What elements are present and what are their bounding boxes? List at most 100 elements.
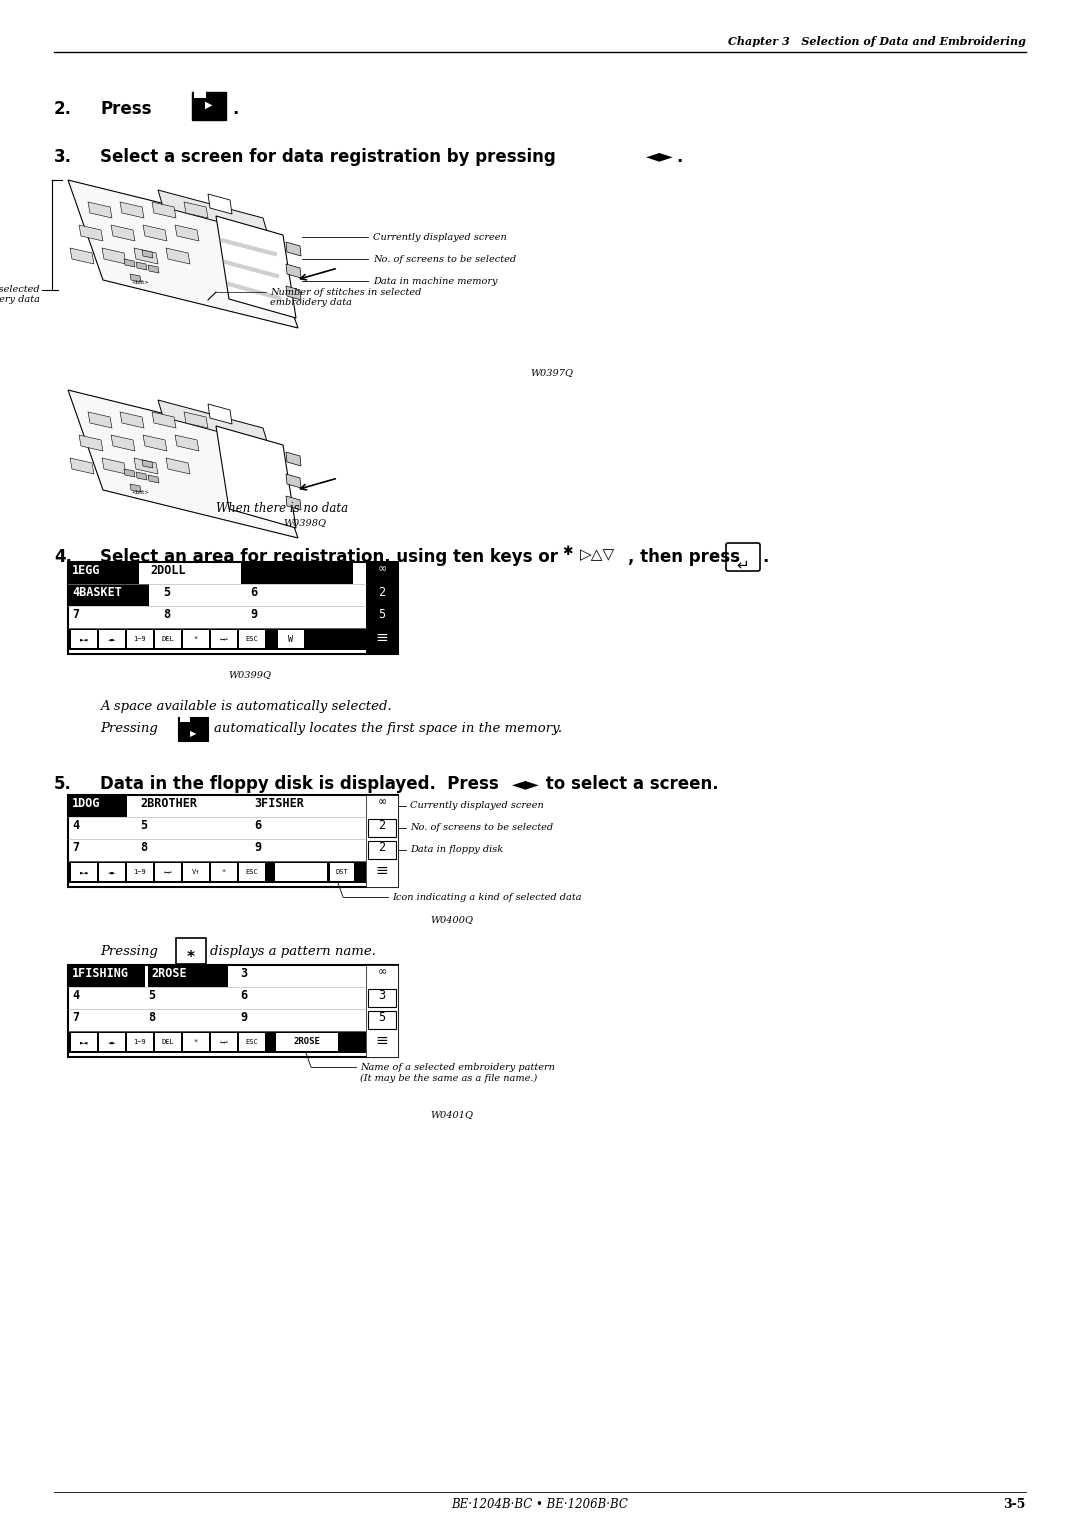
Text: 8: 8 [148, 1012, 156, 1024]
Bar [239, 863, 265, 882]
Text: W23647: W23647 [287, 868, 315, 877]
Text: A space available is automatically selected.: A space available is automatically selec… [100, 700, 392, 714]
Text: 4: 4 [72, 989, 79, 1002]
Text: No. of screens to be selected: No. of screens to be selected [410, 824, 553, 833]
Text: Press: Press [430, 775, 499, 793]
Polygon shape [175, 435, 199, 451]
Text: 4BASKET: 4BASKET [72, 587, 122, 599]
Text: 3-5: 3-5 [1003, 1497, 1026, 1511]
Text: DST: DST [336, 869, 349, 876]
Bar [69, 584, 149, 607]
Bar [211, 863, 237, 882]
Text: ≡: ≡ [376, 630, 389, 645]
Text: to select a screen.: to select a screen. [540, 775, 718, 793]
Text: displays a pattern name.: displays a pattern name. [210, 944, 376, 958]
Text: ∞: ∞ [377, 564, 387, 575]
Polygon shape [87, 202, 112, 219]
Bar [241, 562, 353, 584]
Text: W0399Q: W0399Q [228, 669, 271, 678]
Text: 5: 5 [148, 989, 156, 1002]
Polygon shape [143, 225, 167, 241]
Polygon shape [120, 202, 144, 219]
Text: ←↵: ←↵ [219, 1039, 228, 1045]
Polygon shape [286, 497, 301, 510]
Text: 2ROSE: 2ROSE [294, 1038, 321, 1047]
Text: 8: 8 [140, 840, 147, 854]
Text: 7: 7 [72, 608, 79, 620]
Polygon shape [136, 261, 147, 270]
Bar [99, 1033, 125, 1051]
Bar [276, 1033, 338, 1051]
Bar [156, 1033, 181, 1051]
Bar [239, 1033, 265, 1051]
Bar [330, 863, 354, 882]
Text: 6: 6 [249, 587, 257, 599]
Text: When there is no data: When there is no data [216, 503, 348, 515]
FancyBboxPatch shape [726, 542, 760, 571]
Text: Currently displayed screen: Currently displayed screen [373, 232, 507, 241]
Text: ◄►: ◄► [108, 1039, 117, 1045]
Text: 3.: 3. [54, 148, 72, 167]
Polygon shape [286, 452, 301, 466]
Text: 2.: 2. [54, 99, 72, 118]
Text: 3FISHER: 3FISHER [254, 798, 303, 810]
Text: 4.: 4. [54, 549, 72, 565]
Polygon shape [184, 413, 208, 428]
Polygon shape [184, 202, 208, 219]
Text: ▷△▽: ▷△▽ [580, 547, 616, 562]
Text: ESC: ESC [245, 636, 258, 642]
Polygon shape [120, 413, 144, 428]
Polygon shape [87, 413, 112, 428]
Text: 1~9: 1~9 [134, 869, 147, 876]
Text: 9: 9 [240, 1012, 247, 1024]
Bar [68, 795, 399, 886]
Polygon shape [124, 469, 135, 477]
Bar [71, 1033, 97, 1051]
Polygon shape [70, 458, 94, 474]
Bar [127, 863, 153, 882]
Polygon shape [68, 390, 298, 538]
Text: No. of screens to be selected: No. of screens to be selected [373, 255, 516, 263]
Bar [368, 1012, 396, 1028]
Text: 1FISHING: 1FISHING [72, 967, 129, 979]
Text: Pressing: Pressing [100, 723, 158, 735]
Bar [68, 562, 399, 654]
Polygon shape [152, 202, 176, 219]
Text: 5.: 5. [54, 775, 72, 793]
Polygon shape [286, 286, 301, 299]
Text: 1DOG: 1DOG [72, 798, 100, 810]
Text: W0397Q: W0397Q [530, 368, 573, 377]
Text: Select a screen for data registration by pressing: Select a screen for data registration by… [100, 148, 556, 167]
Text: DEL: DEL [162, 636, 174, 642]
Polygon shape [136, 472, 147, 480]
Polygon shape [175, 225, 199, 241]
Text: 2: 2 [378, 819, 386, 833]
Text: Data in the floppy disk is displayed.: Data in the floppy disk is displayed. [100, 775, 436, 793]
Polygon shape [111, 225, 135, 241]
Polygon shape [102, 248, 126, 264]
Bar [366, 795, 399, 886]
Text: 5: 5 [140, 819, 147, 833]
Bar [211, 1033, 237, 1051]
Bar [69, 966, 145, 987]
Polygon shape [158, 400, 268, 445]
Text: Number of stitches in selected
embroidery data: Number of stitches in selected embroider… [270, 287, 421, 307]
Text: Data in floppy disk: Data in floppy disk [410, 845, 503, 854]
Polygon shape [148, 264, 159, 274]
Bar [278, 630, 303, 648]
Polygon shape [70, 248, 94, 264]
Polygon shape [166, 458, 190, 474]
Bar [69, 795, 127, 817]
Text: 9: 9 [249, 608, 257, 620]
Text: ←↵: ←↵ [219, 636, 228, 642]
Text: ✱: ✱ [562, 545, 572, 558]
Polygon shape [134, 248, 158, 264]
Text: ◄►: ◄► [512, 775, 540, 793]
Polygon shape [130, 484, 141, 492]
Text: 2BROTHER: 2BROTHER [140, 798, 197, 810]
Text: 9: 9 [254, 840, 261, 854]
Polygon shape [286, 264, 301, 278]
Polygon shape [143, 435, 167, 451]
Bar [68, 966, 399, 1057]
Polygon shape [68, 180, 298, 329]
